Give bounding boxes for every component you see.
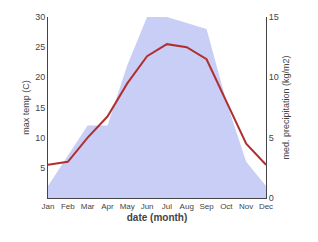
svg-text:Sep: Sep — [199, 202, 214, 211]
svg-text:Aug: Aug — [180, 202, 194, 211]
svg-text:5: 5 — [269, 133, 274, 143]
svg-text:Dec: Dec — [259, 202, 273, 211]
svg-text:Mar: Mar — [81, 202, 95, 211]
svg-text:5: 5 — [40, 163, 45, 173]
svg-text:Jan: Jan — [42, 202, 55, 211]
svg-text:25: 25 — [35, 42, 45, 52]
svg-text:0: 0 — [269, 193, 274, 203]
svg-text:Jul: Jul — [162, 202, 172, 211]
svg-text:10: 10 — [35, 133, 45, 143]
svg-text:Oct: Oct — [220, 202, 233, 211]
svg-text:May: May — [120, 202, 135, 211]
svg-text:30: 30 — [35, 12, 45, 22]
svg-text:15: 15 — [35, 103, 45, 113]
svg-text:Jun: Jun — [141, 202, 154, 211]
svg-text:15: 15 — [269, 12, 279, 22]
svg-text:date (month): date (month) — [127, 212, 188, 223]
svg-text:20: 20 — [35, 72, 45, 82]
svg-text:Feb: Feb — [61, 202, 75, 211]
svg-text:med. precipitation (kg/m2): med. precipitation (kg/m2) — [281, 55, 291, 159]
svg-text:Nov: Nov — [239, 202, 253, 211]
svg-text:Apr: Apr — [101, 202, 114, 211]
svg-text:max temp (C): max temp (C) — [21, 80, 31, 135]
svg-text:10: 10 — [269, 72, 279, 82]
